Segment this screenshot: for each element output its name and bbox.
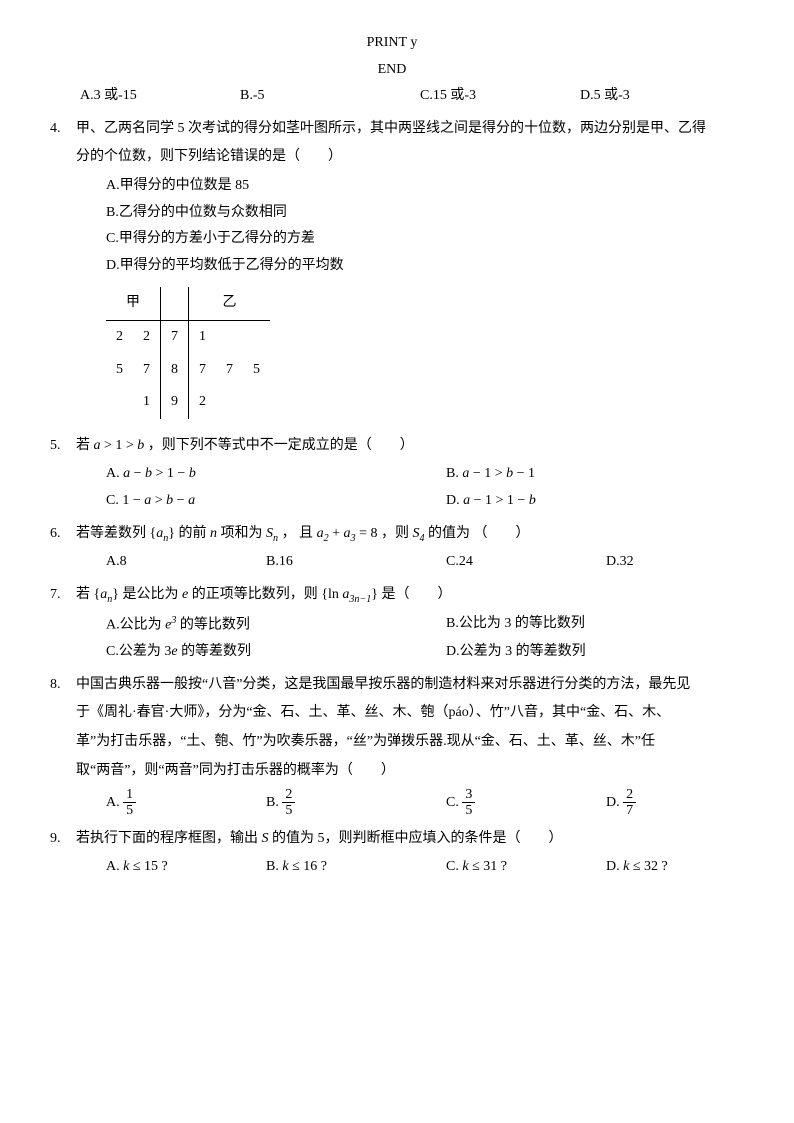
q4-num: 4. [50,116,76,427]
table-cell: 2 [106,320,133,353]
q6-opt-c: C.24 [446,549,606,576]
q7: 7. 若 {an} 是公比为 e 的正项等比数列，则 {ln a3n−1} 是（… [50,582,734,666]
code-print: PRINT y [50,30,734,57]
q3-options: A.3 或-15 B.-5 C.15 或-3 D.5 或-3 [80,83,734,110]
q8-opt-d: D. 27 [606,786,726,820]
q5-opt-a: A. a − b > 1 − b [106,461,446,488]
q8-l3: 革”为打击乐器，“土、匏、竹”为吹奏乐器，“丝”为弹拨乐器.现从“金、石、土、革… [76,729,734,756]
q4-text2: 分的个位数，则下列结论错误的是（ ） [76,144,734,171]
table-cell [243,320,270,353]
q7-opt-c: C.公差为 3e 的等差数列 [106,639,446,666]
q9-opt-d: D. k ≤ 32 ? [606,854,726,881]
q8-opt-b: B. 25 [266,786,446,820]
table-cell: 7 [133,354,161,387]
table-cell: 7 [189,354,217,387]
q8-l1: 中国古典乐器一般按“八音”分类，这是我国最早按乐器的制造材料来对乐器进行分类的方… [76,672,734,699]
stem-leaf-table: 甲 乙 2 2 7 1 5 7 8 7 7 5 1 [106,287,270,418]
q7-text: 若 {an} 是公比为 e 的正项等比数列，则 {ln a3n−1} 是（ ） [76,582,746,609]
table-cell: 2 [189,386,217,419]
q7-opt-b: B.公比为 3 的等比数列 [446,611,746,639]
q5-opt-d: D. a − 1 > 1 − b [446,488,746,515]
q6-num: 6. [50,521,76,577]
q8: 8. 中国古典乐器一般按“八音”分类，这是我国最早按乐器的制造材料来对乐器进行分… [50,672,734,820]
table-cell [216,386,243,419]
q6-opt-b: B.16 [266,549,446,576]
q3-opt-a: A.3 或-15 [80,83,240,110]
q3-opt-c: C.15 或-3 [420,83,580,110]
table-cell [216,320,243,353]
q8-opt-a: A. 15 [106,786,266,820]
q4-opt-b: B.乙得分的中位数与众数相同 [106,200,734,227]
q6-opt-d: D.32 [606,549,726,576]
table-cell: 5 [106,354,133,387]
q9-opt-a: A. k ≤ 15 ? [106,854,266,881]
q5-opt-b: B. a − 1 > b − 1 [446,461,746,488]
stem-hdr-left: 甲 [106,287,161,320]
q9: 9. 若执行下面的程序框图，输出 S 的值为 5，则判断框中应填入的条件是（ ）… [50,826,734,881]
table-cell [243,386,270,419]
q9-opt-c: C. k ≤ 31 ? [446,854,606,881]
q8-l4: 取“两音”，则“两音”同为打击乐器的概率为（ ） [76,758,734,785]
q4-opt-c: C.甲得分的方差小于乙得分的方差 [106,226,734,253]
table-cell: 1 [133,386,161,419]
table-cell: 1 [189,320,217,353]
q8-opt-c: C. 35 [446,786,606,820]
q9-text: 若执行下面的程序框图，输出 S 的值为 5，则判断框中应填入的条件是（ ） [76,826,734,853]
q3-opt-b: B.-5 [240,83,420,110]
q4-opt-a: A.甲得分的中位数是 85 [106,173,734,200]
table-cell [106,386,133,419]
q5: 5. 若 a > 1 > b ，则下列不等式中不一定成立的是（ ） A. a −… [50,433,734,515]
q7-opt-a: A.公比为 e3 的等比数列 [106,611,446,639]
q4-text1: 甲、乙两名同学 5 次考试的得分如茎叶图所示，其中两竖线之间是得分的十位数，两边… [76,116,734,143]
q8-num: 8. [50,672,76,820]
stem-hdr-right: 乙 [189,287,271,320]
table-cell: 7 [161,320,189,353]
q6-opt-a: A.8 [106,549,266,576]
q5-num: 5. [50,433,76,515]
q9-opt-b: B. k ≤ 16 ? [266,854,446,881]
q5-text: 若 a > 1 > b ，则下列不等式中不一定成立的是（ ） [76,433,746,460]
q6: 6. 若等差数列 {an} 的前 n 项和为 Sn ， 且 a2 + a3 = … [50,521,734,577]
table-cell: 8 [161,354,189,387]
q4-opt-d: D.甲得分的平均数低于乙得分的平均数 [106,253,734,280]
table-cell: 7 [216,354,243,387]
table-cell: 5 [243,354,270,387]
q7-opt-d: D.公差为 3 的等差数列 [446,639,746,666]
q9-num: 9. [50,826,76,881]
q6-text: 若等差数列 {an} 的前 n 项和为 Sn ， 且 a2 + a3 = 8 ，… [76,521,734,548]
q5-opt-c: C. 1 − a > b − a [106,488,446,515]
q4: 4. 甲、乙两名同学 5 次考试的得分如茎叶图所示，其中两竖线之间是得分的十位数… [50,116,734,427]
code-end: END [50,57,734,84]
q7-num: 7. [50,582,76,666]
table-cell: 9 [161,386,189,419]
q3-opt-d: D.5 或-3 [580,83,700,110]
stem-hdr-mid [161,287,189,320]
table-cell: 2 [133,320,161,353]
q8-l2: 于《周礼·春官·大师》，分为“金、石、土、革、丝、木、匏（páo）、竹”八音，其… [76,700,734,727]
